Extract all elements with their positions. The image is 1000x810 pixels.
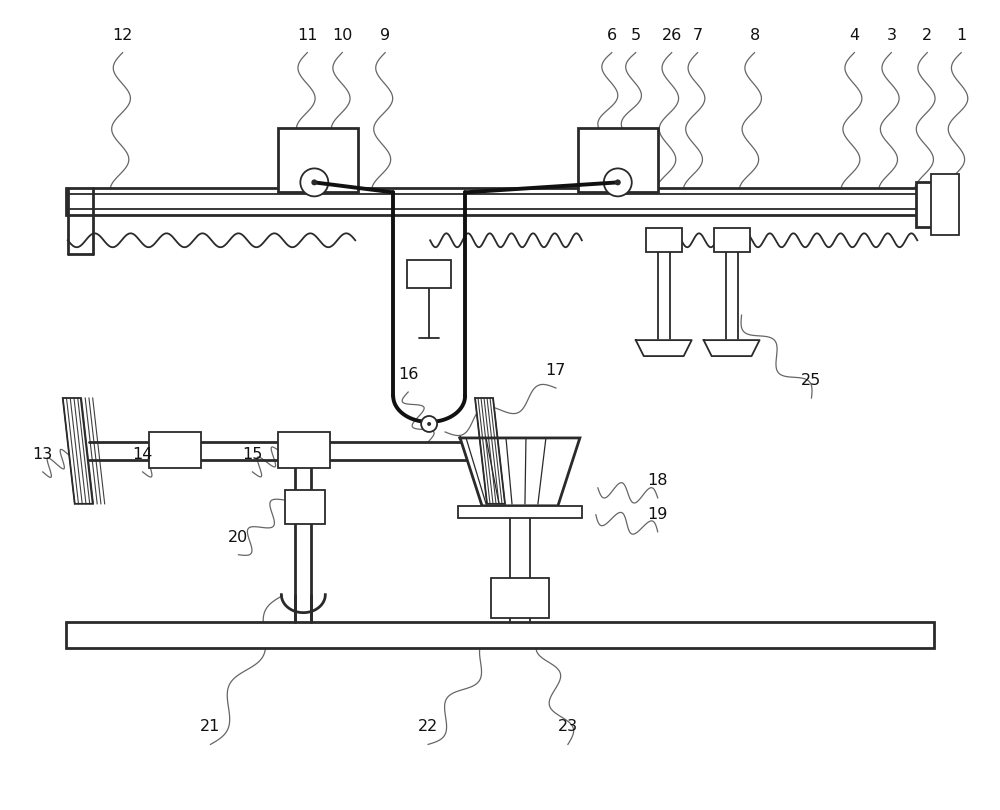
Circle shape <box>300 168 328 196</box>
Circle shape <box>427 422 431 426</box>
Text: 23: 23 <box>558 719 578 735</box>
Text: 8: 8 <box>749 28 760 43</box>
Text: 5: 5 <box>631 28 641 43</box>
Text: 2: 2 <box>922 28 932 43</box>
Text: 12: 12 <box>112 28 133 43</box>
Circle shape <box>615 179 621 185</box>
Text: 20: 20 <box>228 530 249 545</box>
Text: 21: 21 <box>200 719 221 735</box>
Bar <box>149 432 201 468</box>
Circle shape <box>421 416 437 432</box>
Polygon shape <box>704 340 760 356</box>
Text: 15: 15 <box>242 447 263 462</box>
Text: 4: 4 <box>849 28 859 43</box>
Polygon shape <box>636 340 692 356</box>
Bar <box>285 490 325 524</box>
Circle shape <box>604 168 632 196</box>
Bar <box>278 129 358 192</box>
Text: 11: 11 <box>297 28 318 43</box>
Bar <box>714 228 750 252</box>
Text: 1: 1 <box>956 28 966 43</box>
Bar <box>66 189 954 215</box>
Bar <box>646 228 682 252</box>
Text: 25: 25 <box>801 373 822 388</box>
Text: 16: 16 <box>398 367 418 382</box>
Polygon shape <box>475 398 505 504</box>
Polygon shape <box>460 438 580 505</box>
Text: 7: 7 <box>693 28 703 43</box>
Bar <box>916 182 954 228</box>
Text: 19: 19 <box>648 507 668 522</box>
Text: 10: 10 <box>332 28 352 43</box>
Text: 13: 13 <box>33 447 53 462</box>
Text: 6: 6 <box>607 28 617 43</box>
Text: 3: 3 <box>886 28 896 43</box>
Bar <box>458 505 582 518</box>
Bar <box>66 621 934 647</box>
Bar <box>278 432 330 468</box>
Text: 22: 22 <box>418 719 438 735</box>
Bar <box>491 578 549 618</box>
Polygon shape <box>63 398 93 504</box>
Text: 14: 14 <box>132 447 153 462</box>
Circle shape <box>311 179 317 185</box>
Text: 18: 18 <box>647 473 668 488</box>
Text: 17: 17 <box>546 363 566 378</box>
Text: 9: 9 <box>380 28 390 43</box>
Text: 26: 26 <box>662 28 682 43</box>
Bar <box>407 260 451 288</box>
Bar <box>931 174 959 235</box>
Bar <box>578 129 658 192</box>
